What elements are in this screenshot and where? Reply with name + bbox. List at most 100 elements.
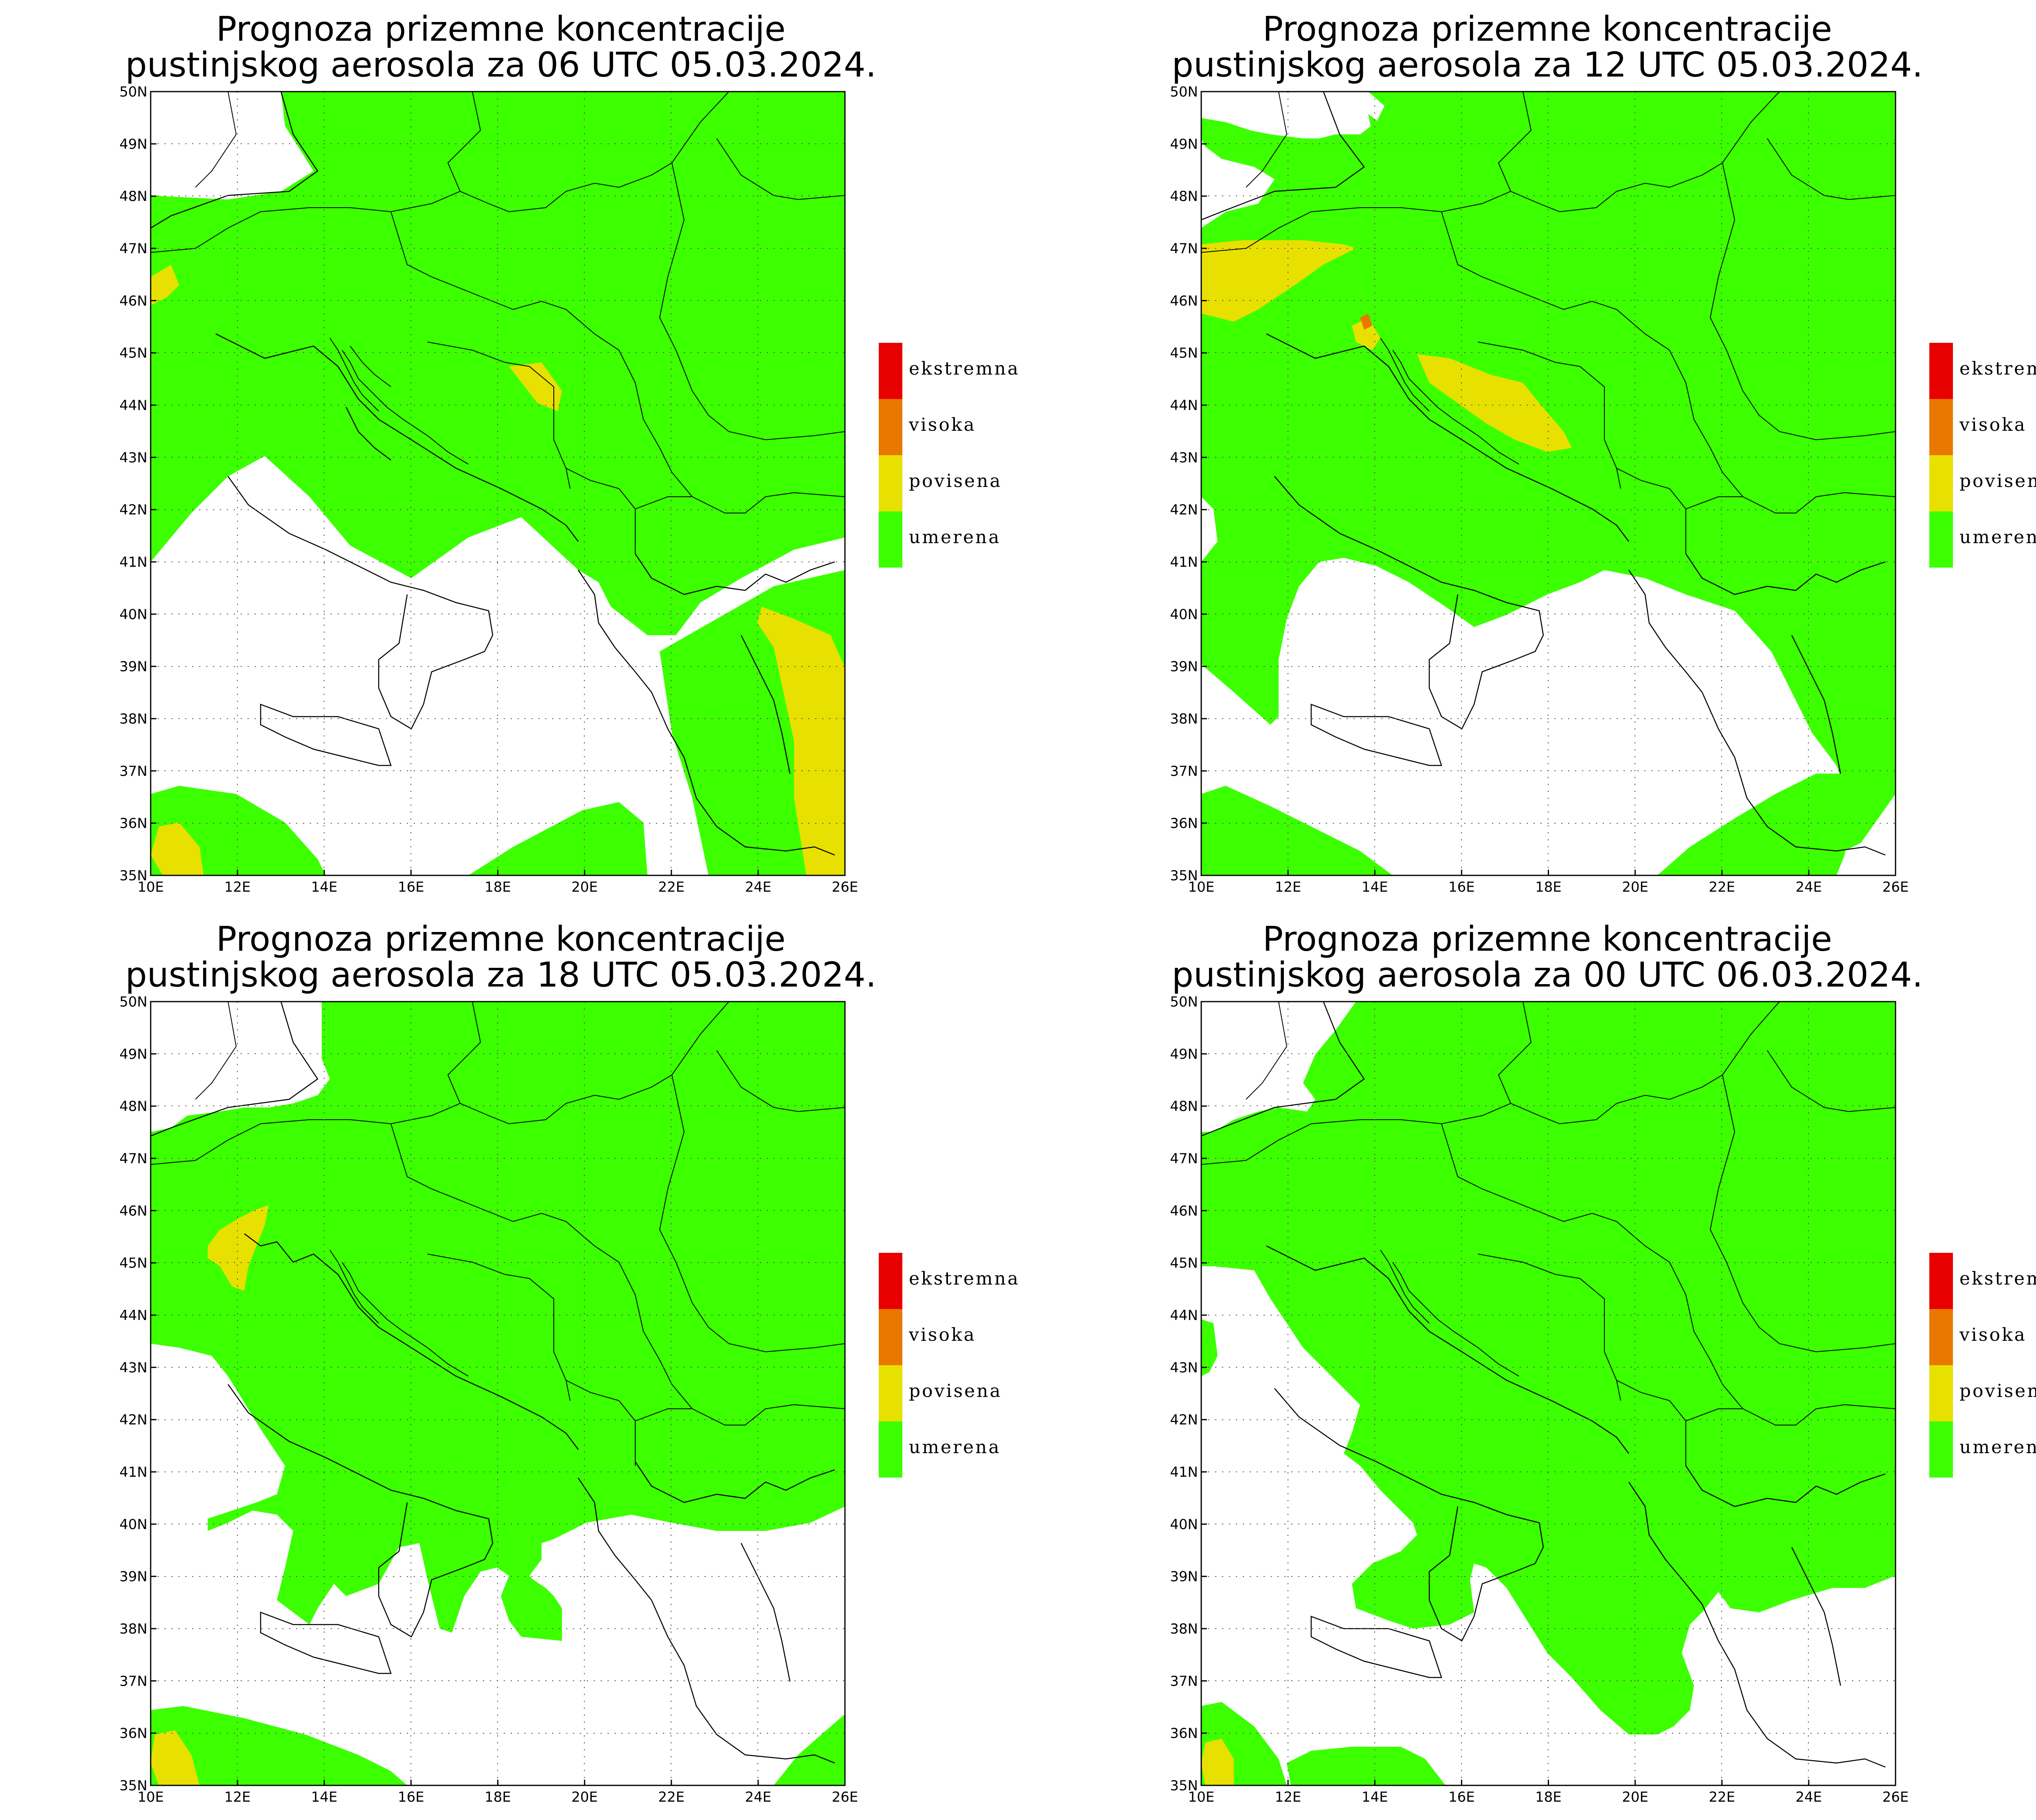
panel-title-line1: Prognoza prizemne koncentracije: [1263, 9, 1832, 49]
lat-tick-label: 42N: [1170, 1412, 1198, 1428]
lat-tick-label: 45N: [1170, 345, 1198, 362]
lat-tick-label: 40N: [119, 1516, 147, 1533]
lon-tick-label: 20E: [1622, 1789, 1648, 1805]
axis-ticks: 10E 12E 14E 16E 18E 20E 22E 24E 26E 35N 36N 37N 38N 3…: [119, 994, 858, 1805]
lat-tick-label: 41N: [119, 1464, 147, 1480]
umerena-region: [1657, 774, 1853, 875]
lat-tick-label: 43N: [119, 1360, 147, 1376]
lon-tick-label: 16E: [1448, 879, 1475, 895]
lat-tick-label: 37N: [1170, 763, 1198, 779]
umerena-region: [151, 1706, 407, 1785]
axis-ticks: 10E 12E 14E 16E 18E 20E 22E 24E 26E 35N 36N 37N 38N 3…: [119, 84, 858, 895]
legend-label-ekstremna: ekstremna: [909, 1268, 1020, 1289]
lon-tick-label: 12E: [1275, 879, 1301, 895]
legend-swatch-povisena: [1929, 455, 1953, 511]
lon-tick-label: 26E: [1882, 879, 1909, 895]
visoka-region: [1360, 314, 1372, 330]
lat-tick-label: 39N: [119, 659, 147, 675]
lon-tick-label: 18E: [485, 1789, 511, 1805]
lat-tick-label: 49N: [119, 1046, 147, 1062]
lat-tick-label: 36N: [119, 1726, 147, 1742]
umerena-region: [1201, 1319, 1218, 1376]
lat-tick-label: 47N: [119, 241, 147, 257]
lat-tick-label: 48N: [1170, 1099, 1198, 1115]
legend-label-ekstremna: ekstremna: [1959, 1268, 2036, 1289]
umerena-region: [1201, 786, 1393, 875]
legend: ekstremna visoka povisena umerena: [1929, 1253, 2036, 1478]
legend-label-visoka: visoka: [1959, 414, 2027, 435]
legend-swatch-ekstremna: [1929, 1253, 1953, 1309]
lon-tick-label: 26E: [1882, 1789, 1909, 1805]
map-area: [1201, 1002, 1896, 1785]
map-panel-2: Prognoza prizemne koncentracije pustinjs…: [1170, 9, 2036, 895]
povisena-region: [1201, 240, 1356, 322]
povisena-region: [1352, 318, 1380, 350]
lon-tick-label: 22E: [1709, 1789, 1735, 1805]
lat-tick-label: 47N: [1170, 1151, 1198, 1167]
povisena-region: [151, 1730, 200, 1785]
lat-tick-label: 36N: [1170, 1726, 1198, 1742]
legend-swatch-povisena: [879, 455, 902, 511]
lat-tick-label: 38N: [1170, 1621, 1198, 1637]
umerena-region: [468, 802, 647, 875]
lon-tick-label: 10E: [1188, 1789, 1215, 1805]
legend-swatch-visoka: [879, 1309, 902, 1365]
povisena-region: [151, 265, 179, 305]
lon-tick-label: 14E: [1362, 1789, 1388, 1805]
panel-title-line1: Prognoza prizemne koncentracije: [1263, 919, 1832, 959]
map-area: [151, 92, 845, 875]
lon-tick-label: 10E: [138, 879, 164, 895]
lon-tick-label: 18E: [1535, 879, 1562, 895]
lat-tick-label: 40N: [119, 606, 147, 623]
lon-tick-label: 10E: [138, 1789, 164, 1805]
lat-tick-label: 35N: [119, 868, 147, 884]
lat-tick-label: 42N: [119, 502, 147, 518]
lon-tick-label: 14E: [311, 879, 338, 895]
legend-label-povisena: povisena: [1959, 1381, 2036, 1401]
legend-label-visoka: visoka: [908, 1324, 976, 1345]
lat-tick-label: 47N: [119, 1151, 147, 1167]
legend-swatch-umerena: [879, 511, 902, 568]
umerena-region: [774, 1714, 845, 1785]
lon-tick-label: 24E: [1796, 879, 1822, 895]
lon-tick-label: 26E: [832, 1789, 858, 1805]
lat-tick-label: 36N: [119, 816, 147, 832]
lat-tick-label: 37N: [119, 763, 147, 779]
lat-tick-label: 49N: [1170, 1046, 1198, 1062]
lon-tick-label: 24E: [745, 879, 772, 895]
legend-swatch-visoka: [1929, 399, 1953, 455]
povisena-region: [151, 822, 204, 875]
legend-label-povisena: povisena: [909, 1381, 1002, 1401]
legend-label-umerena: umerena: [909, 1437, 1001, 1458]
panel-title-line2: pustinjskog aerosola za 00 UTC 06.03.202…: [1172, 955, 1923, 995]
lat-tick-label: 41N: [1170, 554, 1198, 570]
lat-tick-label: 43N: [119, 450, 147, 466]
lat-tick-label: 39N: [119, 1569, 147, 1585]
lon-tick-label: 20E: [571, 1789, 598, 1805]
map-panel-3: Prognoza prizemne koncentracije pustinjs…: [119, 919, 1020, 1805]
lon-tick-label: 20E: [1622, 879, 1648, 895]
legend-label-umerena: umerena: [909, 527, 1001, 548]
lon-tick-label: 12E: [1275, 1789, 1301, 1805]
lon-tick-label: 20E: [571, 879, 598, 895]
lat-tick-label: 47N: [1170, 241, 1198, 257]
lat-tick-label: 40N: [1170, 606, 1198, 623]
legend-swatch-povisena: [879, 1365, 902, 1421]
lat-tick-label: 46N: [119, 293, 147, 309]
umerena-region: [1287, 1747, 1446, 1785]
lat-tick-label: 46N: [1170, 293, 1198, 309]
lat-tick-label: 35N: [1170, 1778, 1198, 1794]
lon-tick-label: 18E: [1535, 1789, 1562, 1805]
lat-tick-label: 46N: [1170, 1203, 1198, 1219]
lat-tick-label: 39N: [1170, 1569, 1198, 1585]
povisena-region: [208, 1205, 269, 1291]
map-panel-4: Prognoza prizemne koncentracije pustinjs…: [1170, 919, 2036, 1805]
lon-tick-label: 24E: [745, 1789, 772, 1805]
lon-tick-label: 14E: [311, 1789, 338, 1805]
legend-swatch-ekstremna: [879, 1253, 902, 1309]
legend: ekstremna visoka povisena umerena: [879, 1253, 1020, 1478]
lat-tick-label: 37N: [1170, 1673, 1198, 1689]
lon-tick-label: 16E: [398, 1789, 424, 1805]
lat-tick-label: 40N: [1170, 1516, 1198, 1533]
